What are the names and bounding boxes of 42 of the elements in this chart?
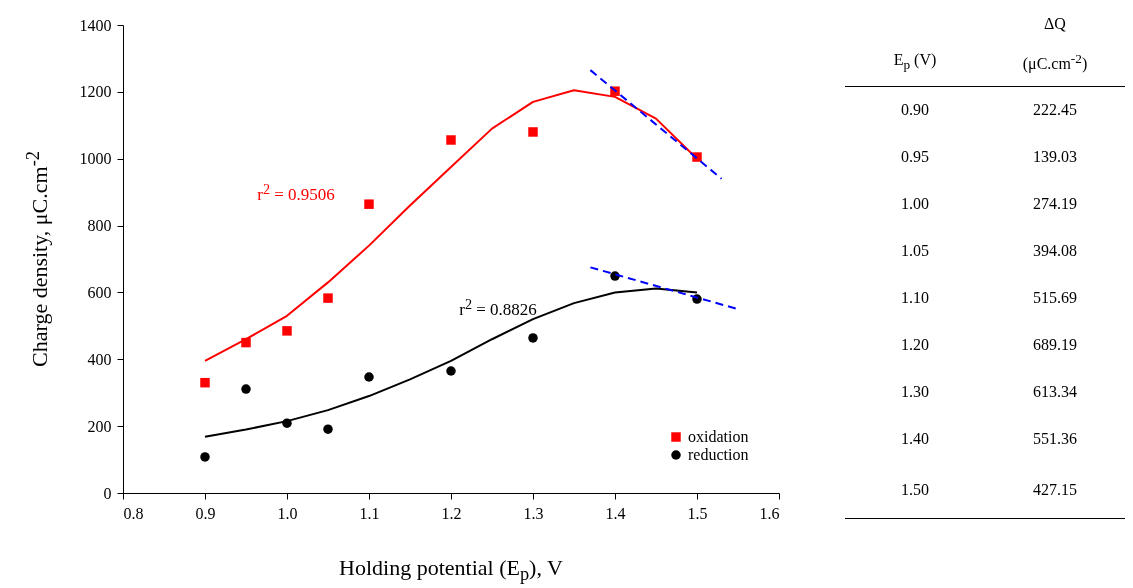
y-tick-label: 0 <box>103 484 112 502</box>
y-tick-label: 1000 <box>79 150 112 168</box>
data-label: 613.34 <box>1032 381 1078 402</box>
y-tick-label: 1.20 <box>900 334 930 355</box>
x-tick-label: 1.3 <box>523 504 544 522</box>
y-tick-label: 1.40 <box>900 428 930 449</box>
annotation: r$^{2}$ = 0.8826 <box>459 295 537 321</box>
x-tick-label: 1.1 <box>359 504 380 522</box>
annotation: r$^{2}$ = 0.9506 <box>257 180 335 206</box>
x-tick-label: 1.5 <box>687 504 708 522</box>
x-tick-label: 1.4 <box>605 504 626 522</box>
y-tick-label: 0.95 <box>900 146 930 167</box>
y-tick-label: 800 <box>87 217 112 235</box>
y-tick-label: 0.90 <box>900 99 930 120</box>
y-tick-label: 200 <box>87 417 112 435</box>
x-tick-label: 1.6 <box>759 504 780 522</box>
data-label: 427.15 <box>985 462 1125 518</box>
x-tick-label: 0.9 <box>195 504 216 522</box>
y-tick-label: 1.50 <box>845 462 985 518</box>
y-tick-label: 1.00 <box>900 193 930 214</box>
y-tick-label: 1.30 <box>900 381 930 402</box>
data-label: 222.45 <box>1032 99 1078 120</box>
x-axis-title: Holding potential (E$_{p}$), V <box>339 555 563 586</box>
y-tick-label: 600 <box>87 283 112 301</box>
y-tick-label: 1.05 <box>900 240 930 261</box>
y-tick-label: 1.10 <box>900 287 930 308</box>
data-label: 551.36 <box>1032 428 1078 449</box>
x-tick-label: 0.8 <box>123 504 144 522</box>
y-axis-title: E$_{p}$ (V) <box>845 6 985 86</box>
data-label: 139.03 <box>1032 146 1078 167</box>
category-label: ΔQ (μC.cm$^{-2}$) <box>1022 15 1088 73</box>
data-label: 394.08 <box>1032 240 1078 261</box>
y-tick-label: 400 <box>87 350 112 368</box>
data-label: 689.19 <box>1032 334 1078 355</box>
y-tick-label: 1400 <box>79 16 112 34</box>
legend-label: reduction <box>688 446 749 463</box>
data-label: 274.19 <box>1032 193 1078 214</box>
y-tick-label: 1200 <box>79 83 112 101</box>
data-label: 515.69 <box>1032 287 1078 308</box>
x-tick-label: 1.0 <box>277 504 298 522</box>
legend-label: oxidation <box>688 428 749 445</box>
x-tick-label: 1.2 <box>441 504 462 522</box>
